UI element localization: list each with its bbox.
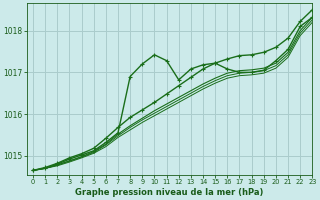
X-axis label: Graphe pression niveau de la mer (hPa): Graphe pression niveau de la mer (hPa)	[76, 188, 264, 197]
